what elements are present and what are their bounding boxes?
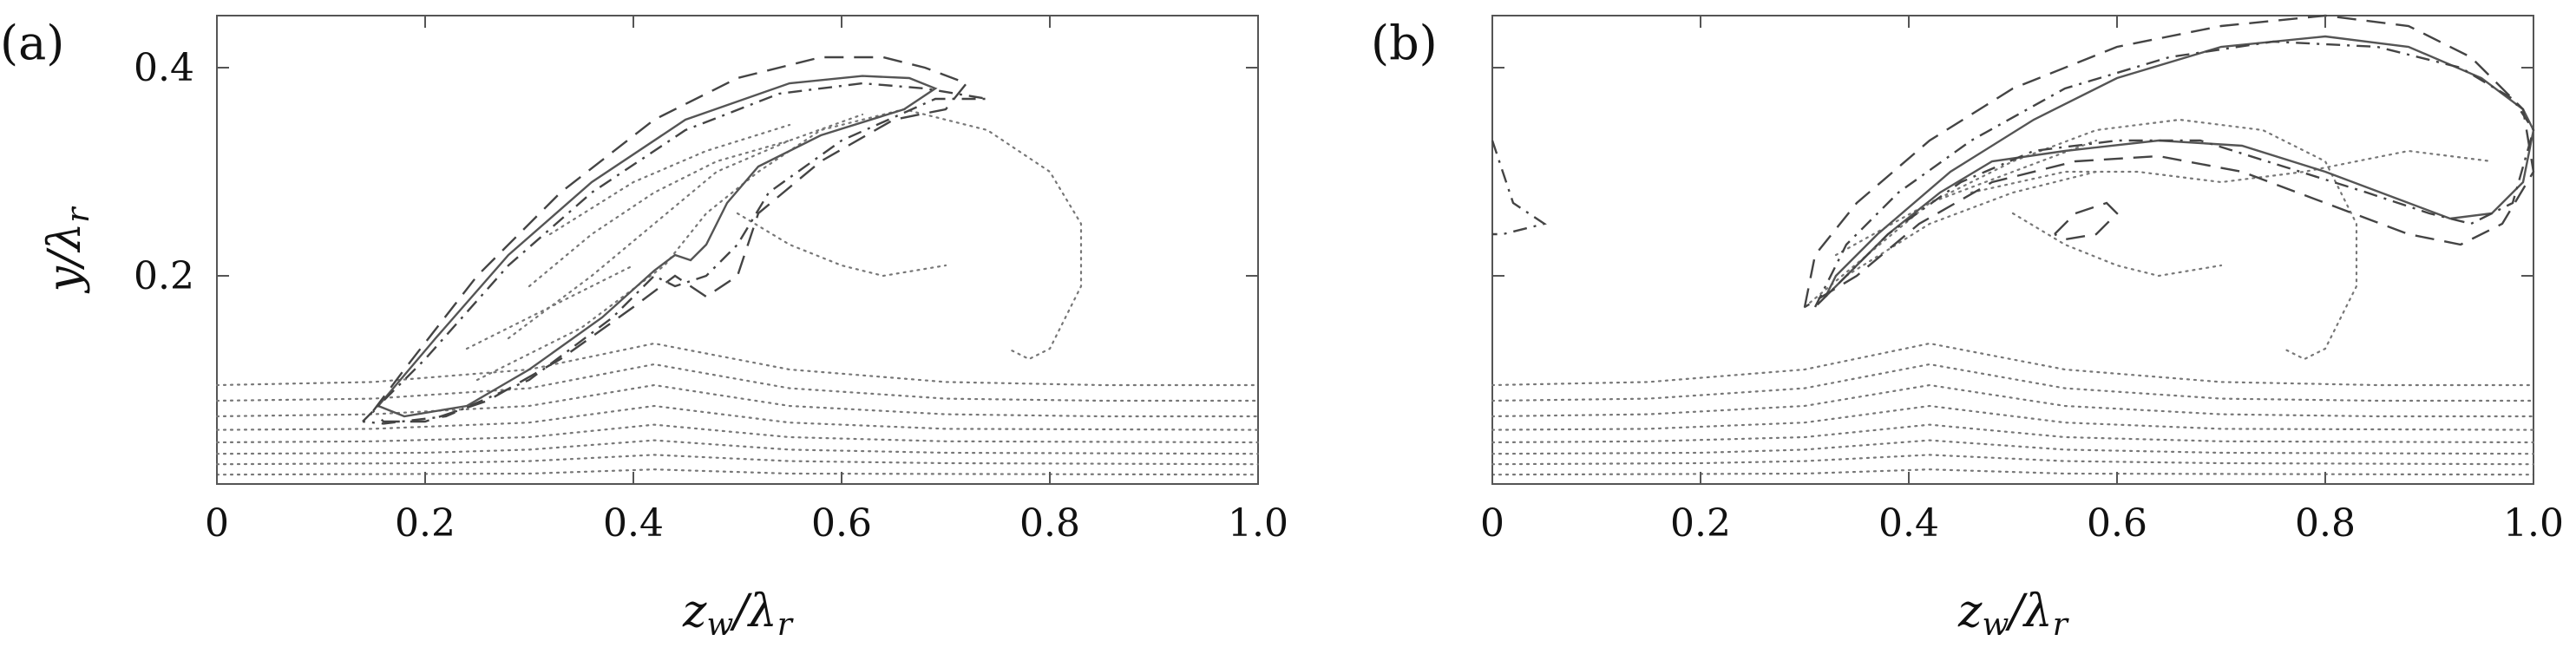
x-tick-label: 0.2 [395, 501, 456, 546]
dotted-streamlines-line [215, 454, 1260, 466]
plot-frame-b [1491, 15, 2534, 485]
dotted-streamlines-line [1491, 468, 2535, 476]
x-tick-label: 0 [1480, 501, 1504, 546]
dotted-streamlines-line [1803, 118, 2358, 361]
panel-b: (b) 0 0.2 0.4 0.6 0.8 1.0 zw/λr [1371, 14, 2564, 643]
x-tick-label: 0.8 [2295, 501, 2356, 546]
panel-label-a: (a) [0, 16, 64, 70]
x-tick-label: 1.0 [2503, 501, 2564, 546]
dotted-streamlines-line [1491, 342, 2535, 387]
x-tick-label: 0.6 [811, 501, 872, 546]
plot-frame-a [216, 15, 1259, 485]
dotted-streamlines-line [215, 363, 1260, 402]
panel-a: (a) 0 0.2 0.4 0.6 0.8 1.0 0.2 0.4 zw/λr y/λr [0, 15, 1288, 643]
dotted-streamlines-line [1491, 454, 2535, 466]
dotted-streamlines-line [1491, 423, 2535, 444]
dotted-streamlines-line [1491, 383, 2535, 418]
solid-line [377, 75, 938, 418]
y-tick-label: 0.4 [134, 46, 194, 90]
x-axis-label-b: zw/λr [1957, 585, 2069, 643]
dotted-streamlines-line [1491, 404, 2535, 431]
dashdot-line [1813, 40, 2535, 308]
dashdot-line [1491, 140, 1547, 236]
dashdot-line [362, 82, 988, 425]
dotted-streamlines-line [215, 468, 1260, 476]
dotted-streamlines-line [736, 212, 947, 278]
dotted-streamlines-line [1970, 149, 2494, 194]
x-tick-label: 0.8 [1019, 501, 1080, 546]
x-tick-label: 0.4 [603, 501, 664, 546]
dotted-streamlines-line [215, 404, 1260, 431]
dotted-streamlines-line [1491, 363, 2535, 402]
dotted-streamlines-line [215, 383, 1260, 418]
ticks-a: 0 0.2 0.4 0.6 0.8 1.0 0.2 0.4 [134, 16, 1288, 546]
dashed-line [372, 56, 968, 423]
dotted-streamlines-line [215, 439, 1260, 455]
dotted-streamlines-line [1491, 439, 2535, 455]
dotted-streamlines-line [465, 264, 635, 350]
y-tick-label: 0.2 [134, 254, 194, 298]
contour-lines-b [1491, 14, 2535, 476]
x-axis-label-a: zw/λr [682, 585, 794, 643]
dashed-line [1803, 14, 2535, 309]
ticks-b: 0 0.2 0.4 0.6 0.8 1.0 [1480, 16, 2564, 546]
dotted-streamlines-line [528, 139, 791, 288]
x-tick-label: 1.0 [1228, 501, 1288, 546]
y-axis-label-a: y/λr [39, 206, 96, 294]
dotted-streamlines-line [548, 123, 791, 236]
dotted-streamlines-line [215, 342, 1260, 387]
panel-label-b: (b) [1371, 16, 1438, 70]
dotted-streamlines-line [2011, 212, 2223, 278]
dotted-streamlines-line [215, 423, 1260, 444]
solid-line [1824, 35, 2535, 298]
x-tick-label: 0.4 [1878, 501, 1939, 546]
contour-lines-a [215, 56, 1260, 476]
dotted-streamlines-line [475, 108, 1083, 382]
x-tick-label: 0.2 [1670, 501, 1731, 546]
dashed-line [2054, 201, 2119, 241]
x-tick-label: 0 [205, 501, 229, 546]
x-tick-label: 0.6 [2087, 501, 2147, 546]
dotted-streamlines-line [1845, 170, 2098, 278]
